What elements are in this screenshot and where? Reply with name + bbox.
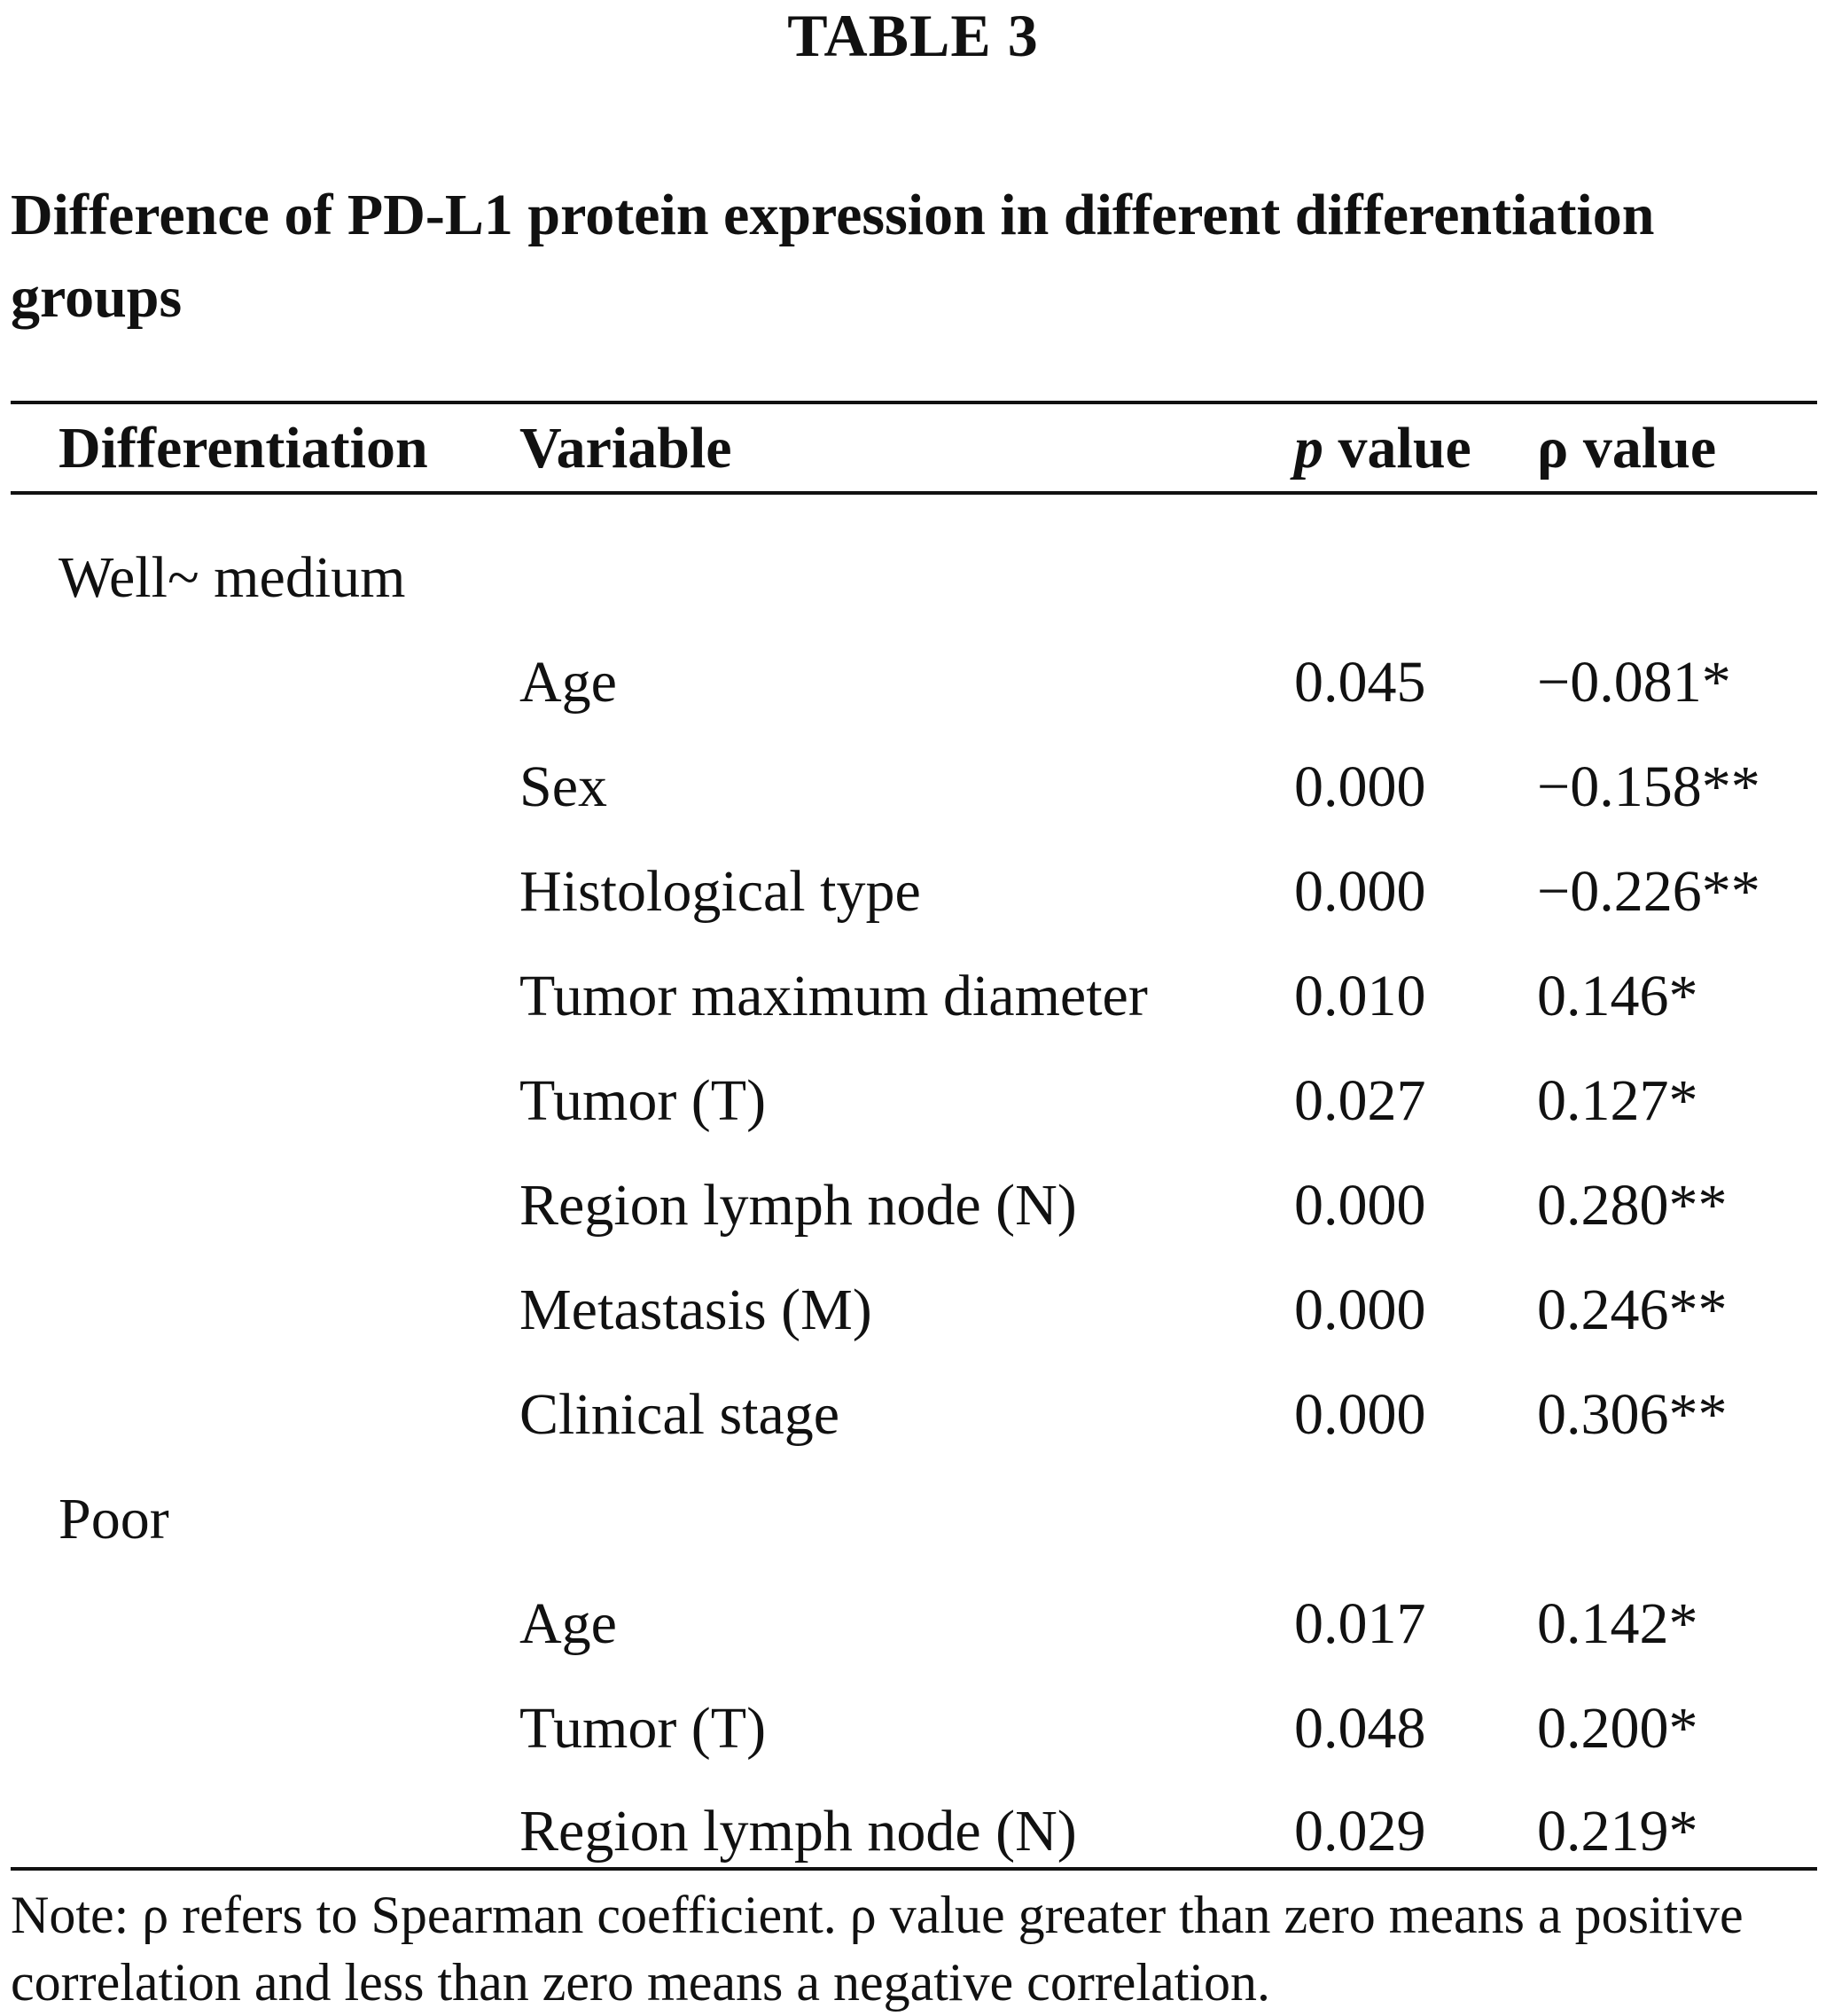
bottom-rule (11, 1867, 1817, 1871)
group-label: Poor (59, 1487, 169, 1551)
variable-cell: Tumor (T) (519, 1696, 767, 1761)
table-label: TABLE 3 (787, 2, 1039, 69)
rho-value-cell: −0.081* (1537, 650, 1731, 715)
rho-value-cell: 0.219* (1537, 1799, 1698, 1864)
variable-cell: Sex (519, 754, 607, 819)
p-value-cell: 0.000 (1294, 1382, 1426, 1447)
rho-value-cell: 0.200* (1537, 1696, 1698, 1761)
header-p-value: p value (1294, 413, 1471, 484)
p-value-cell: 0.048 (1294, 1696, 1426, 1761)
header-differentiation: Differentiation (59, 416, 428, 481)
variable-cell: Tumor (T) (519, 1068, 767, 1133)
p-value-cell: 0.017 (1294, 1591, 1426, 1656)
rho-value-cell: 0.142* (1537, 1591, 1698, 1656)
variable-cell: Age (519, 650, 617, 715)
rho-value-cell: 0.146* (1537, 964, 1698, 1028)
header-variable: Variable (519, 416, 732, 481)
header-rule (11, 491, 1817, 495)
variable-cell: Tumor maximum diameter (519, 964, 1148, 1028)
table-caption: Difference of PD-L1 protein expression i… (11, 183, 1655, 330)
group-label: Well~ medium (59, 545, 406, 610)
p-value-cell: 0.000 (1294, 754, 1426, 819)
p-value-cell: 0.027 (1294, 1068, 1426, 1133)
variable-cell: Histological type (519, 859, 921, 924)
rho-value-cell: −0.158** (1537, 754, 1760, 819)
variable-cell: Region lymph node (N) (519, 1173, 1077, 1238)
p-value-cell: 0.010 (1294, 964, 1426, 1028)
rho-value-cell: −0.226** (1537, 859, 1760, 924)
p-value-cell: 0.000 (1294, 859, 1426, 924)
p-suffix: value (1323, 416, 1471, 481)
rho-value-cell: 0.306** (1537, 1382, 1728, 1447)
top-rule (11, 401, 1817, 404)
rho-value-cell: 0.246** (1537, 1278, 1728, 1342)
variable-cell: Metastasis (M) (519, 1278, 872, 1342)
p-symbol: p (1294, 416, 1323, 481)
variable-cell: Clinical stage (519, 1382, 840, 1447)
rho-value-cell: 0.127* (1537, 1068, 1698, 1133)
p-value-cell: 0.029 (1294, 1799, 1426, 1864)
p-value-cell: 0.000 (1294, 1173, 1426, 1238)
header-rho-value: ρ value (1537, 416, 1717, 481)
variable-cell: Age (519, 1591, 617, 1656)
variable-cell: Region lymph node (N) (519, 1799, 1077, 1864)
p-value-cell: 0.000 (1294, 1278, 1426, 1342)
rho-value-cell: 0.280** (1537, 1173, 1728, 1238)
table-note: Note: ρ refers to Spearman coefficient. … (11, 1886, 1744, 2012)
p-value-cell: 0.045 (1294, 650, 1426, 715)
